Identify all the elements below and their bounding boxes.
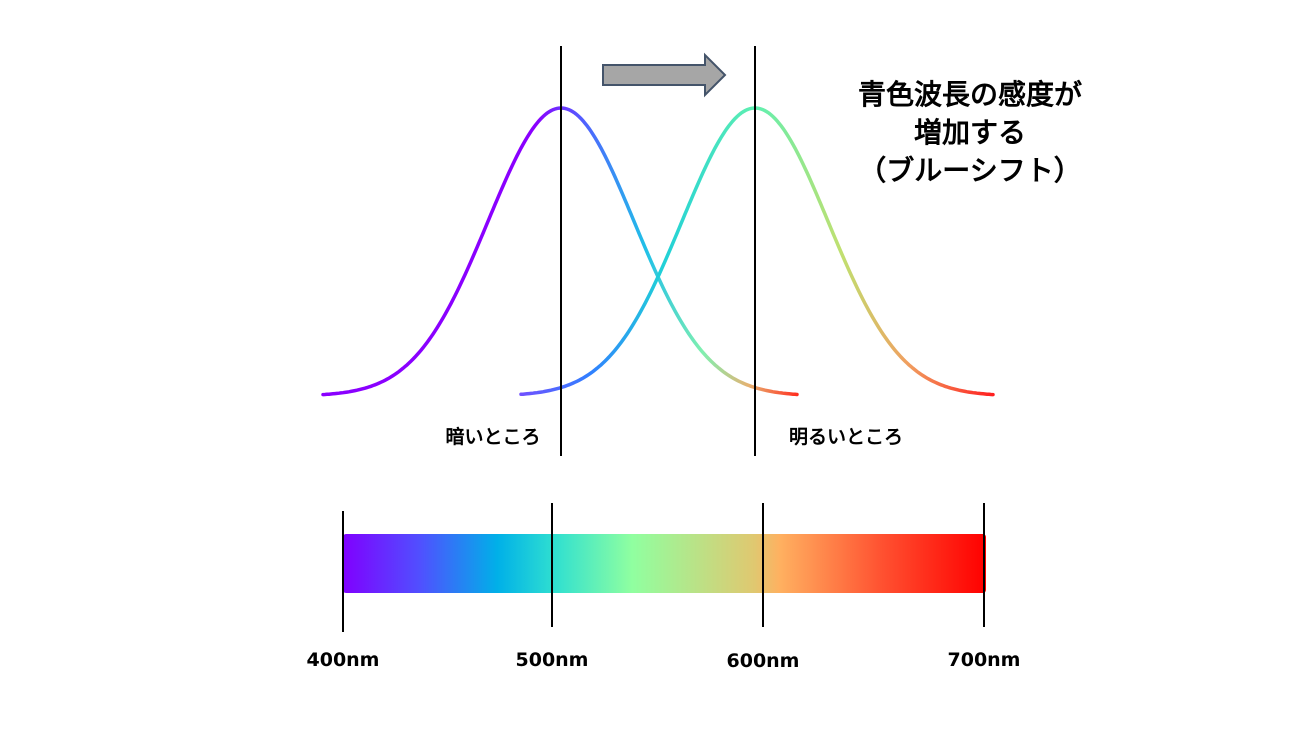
caption-line-2: 増加する	[913, 116, 1026, 149]
tick-label-500: 500nm	[516, 649, 589, 671]
light-adapted-sensitivity-curve	[519, 106, 995, 397]
tick-label-700: 700nm	[948, 649, 1021, 671]
caption-line-3: （ブルーシフト）	[858, 154, 1082, 187]
blue-shift-caption: 青色波長の感度が 増加する （ブルーシフト）	[820, 76, 1120, 190]
tick-label-400: 400nm	[307, 649, 380, 671]
dark-label: 暗いところ	[445, 425, 540, 448]
caption-line-1: 青色波長の感度が	[857, 78, 1082, 111]
right-arrow-icon	[602, 52, 727, 98]
tick-label-600: 600nm	[727, 650, 800, 672]
spectrum-bar	[343, 534, 986, 593]
bright-label: 明るいところ	[789, 426, 903, 448]
